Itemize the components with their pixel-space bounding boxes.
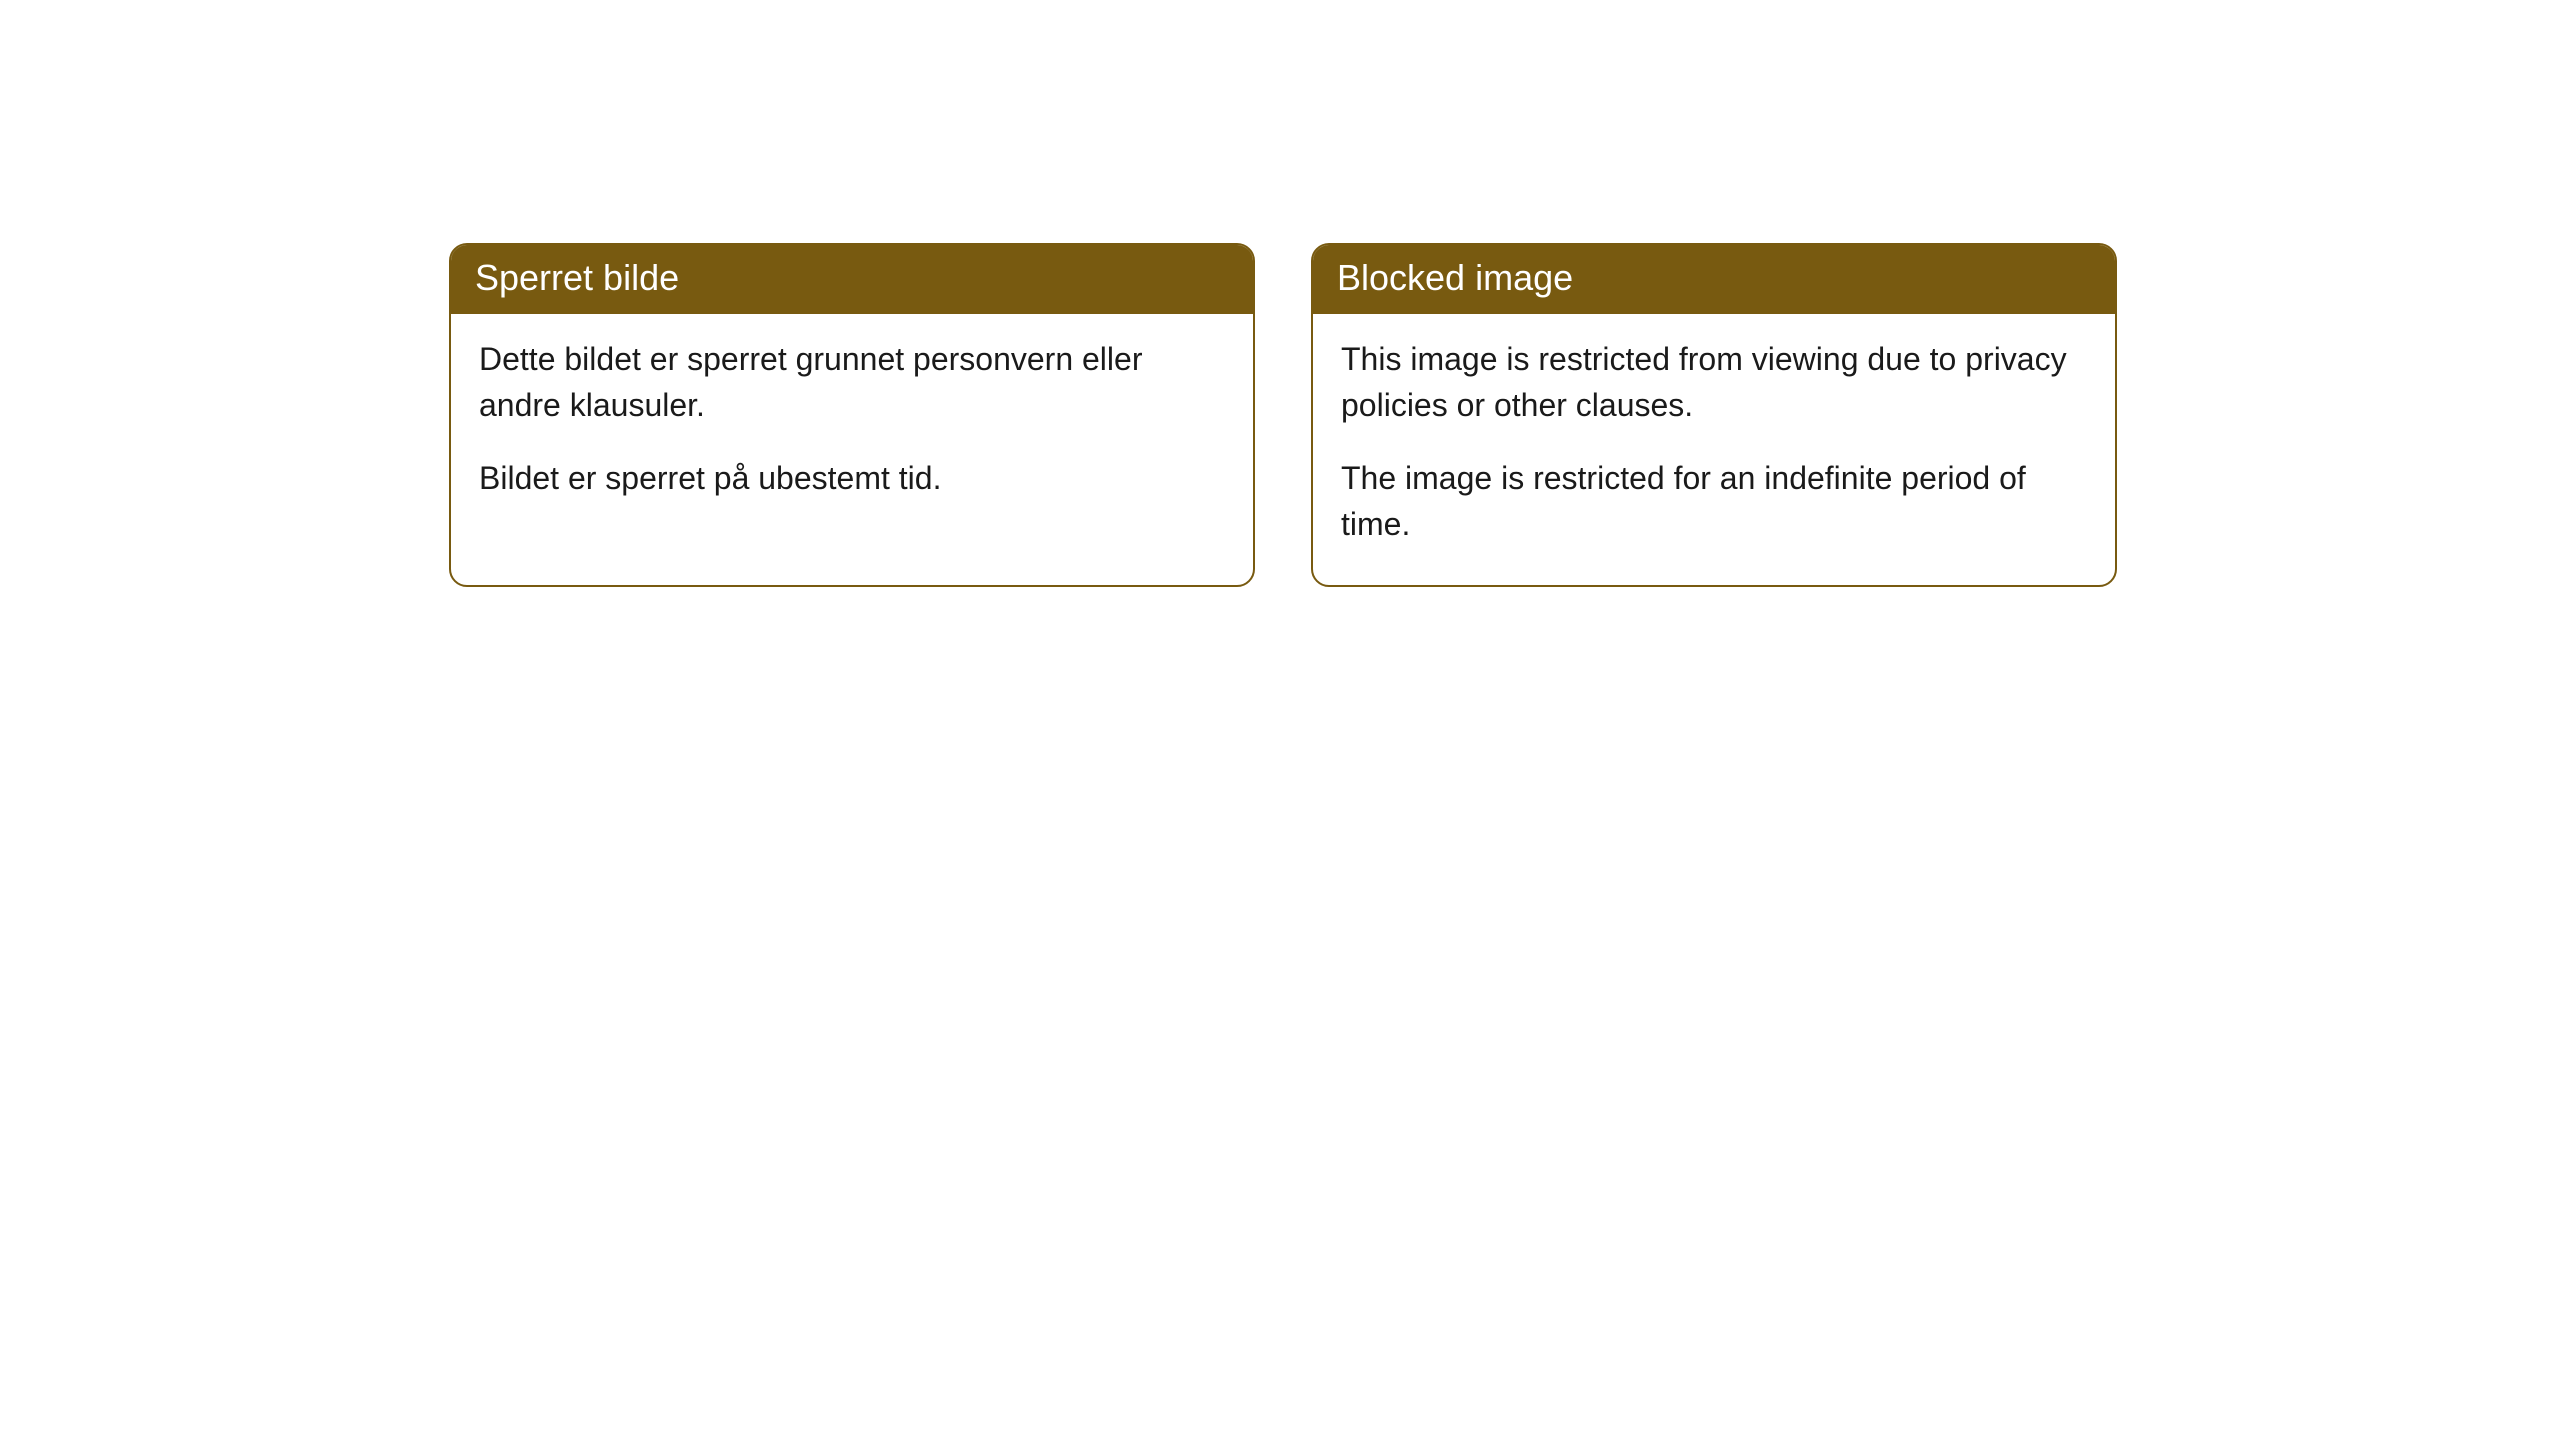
card-paragraph-1-norwegian: Dette bildet er sperret grunnet personve… xyxy=(479,336,1225,429)
cards-container: Sperret bilde Dette bildet er sperret gr… xyxy=(0,0,2560,587)
card-paragraph-1-english: This image is restricted from viewing du… xyxy=(1341,336,2087,429)
card-english: Blocked image This image is restricted f… xyxy=(1311,243,2117,587)
card-body-english: This image is restricted from viewing du… xyxy=(1313,314,2115,586)
card-header-norwegian: Sperret bilde xyxy=(451,245,1253,314)
card-paragraph-2-norwegian: Bildet er sperret på ubestemt tid. xyxy=(479,455,1225,501)
card-paragraph-2-english: The image is restricted for an indefinit… xyxy=(1341,455,2087,548)
card-header-english: Blocked image xyxy=(1313,245,2115,314)
card-body-norwegian: Dette bildet er sperret grunnet personve… xyxy=(451,314,1253,539)
card-norwegian: Sperret bilde Dette bildet er sperret gr… xyxy=(449,243,1255,587)
